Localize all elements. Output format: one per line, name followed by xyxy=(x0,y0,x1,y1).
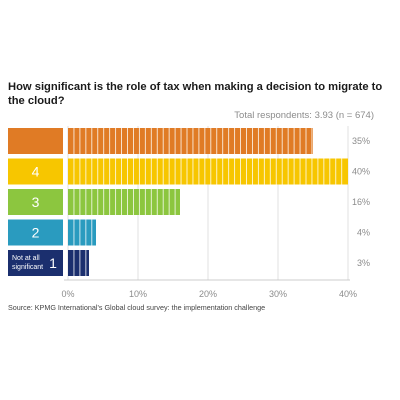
category-label: Not at all xyxy=(12,255,40,262)
value-label: 4% xyxy=(357,228,370,238)
category-label-box xyxy=(8,250,63,276)
bar xyxy=(68,219,96,246)
category-label-box xyxy=(8,189,63,215)
category-label-box xyxy=(8,128,63,154)
chart-subtitle: Total respondents: 3.93 (n = 674) xyxy=(234,110,374,121)
value-label: 40% xyxy=(352,167,370,177)
x-tick-label: 20% xyxy=(199,289,217,299)
bar xyxy=(68,250,89,276)
value-label: 35% xyxy=(352,136,370,146)
category-number: 2 xyxy=(32,225,40,241)
x-tick-label: 0% xyxy=(61,289,74,299)
bar xyxy=(68,189,180,215)
x-tick-label: 10% xyxy=(129,289,147,299)
x-tick-label: 40% xyxy=(339,289,357,299)
category-label-box xyxy=(8,219,63,246)
bar xyxy=(68,158,348,185)
category-label: significant xyxy=(12,264,43,271)
category-number: 4 xyxy=(32,164,40,180)
category-number: 1 xyxy=(49,255,57,271)
x-tick-label: 30% xyxy=(269,289,287,299)
value-label: 16% xyxy=(352,197,370,207)
chart-title: How significant is the role of tax when … xyxy=(8,81,383,107)
category-label-box xyxy=(8,158,63,185)
bar xyxy=(68,128,313,154)
value-label: 3% xyxy=(357,258,370,268)
chart-source: Source: KPMG International's Global clou… xyxy=(8,303,266,312)
category-number: 3 xyxy=(32,194,40,210)
